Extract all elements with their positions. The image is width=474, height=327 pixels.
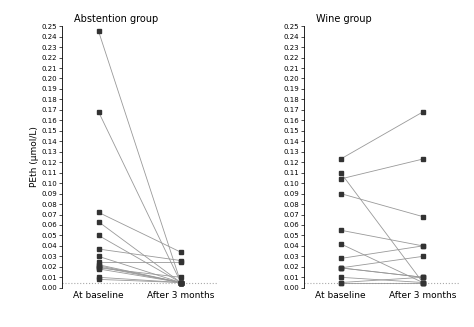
Text: Wine group: Wine group xyxy=(316,13,372,24)
Y-axis label: PEth (μmol/L): PEth (μmol/L) xyxy=(30,127,39,187)
Text: Abstention group: Abstention group xyxy=(74,13,158,24)
